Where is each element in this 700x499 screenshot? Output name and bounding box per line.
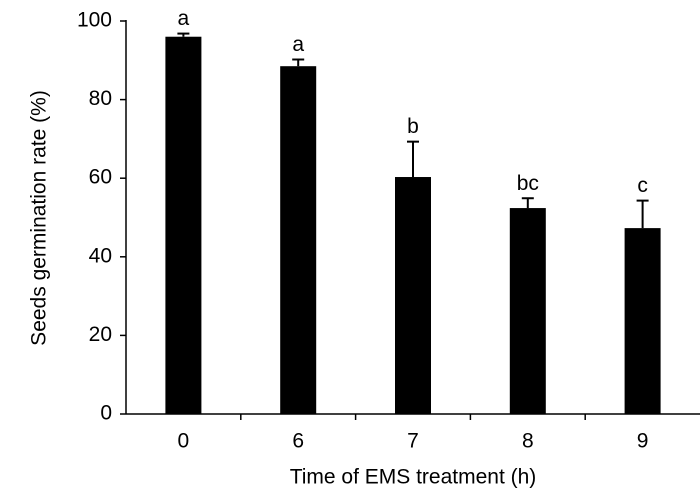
y-tick-label: 60 [89, 166, 112, 189]
bar [280, 66, 317, 414]
bar [624, 228, 661, 414]
annotation: a [292, 33, 304, 56]
error-bar [521, 197, 534, 209]
x-tick-label: 7 [407, 430, 419, 453]
y-tick-label: 100 [77, 9, 112, 32]
y-axis-label: Seeds germination rate (%) [28, 90, 51, 346]
y-tick-label: 0 [100, 402, 112, 425]
error-bar [292, 58, 305, 67]
bar [395, 177, 431, 414]
annotation: bc [517, 172, 539, 195]
x-tick-label: 0 [178, 430, 190, 453]
error-bar [636, 199, 649, 229]
error-bar [177, 32, 190, 37]
y-tick-label: 80 [89, 87, 112, 110]
annotation: b [407, 115, 419, 138]
bar [509, 208, 546, 414]
bar [165, 36, 202, 414]
x-tick-label: 8 [522, 430, 534, 453]
y-tick-label: 20 [89, 323, 112, 346]
y-tick-label: 40 [89, 244, 112, 267]
annotation: c [637, 174, 648, 197]
x-tick-label: 6 [292, 430, 304, 453]
annotation: a [178, 7, 190, 30]
x-tick-label: 9 [637, 430, 649, 453]
x-axis-label: Time of EMS treatment (h) [290, 466, 537, 489]
error-bar [407, 140, 419, 178]
